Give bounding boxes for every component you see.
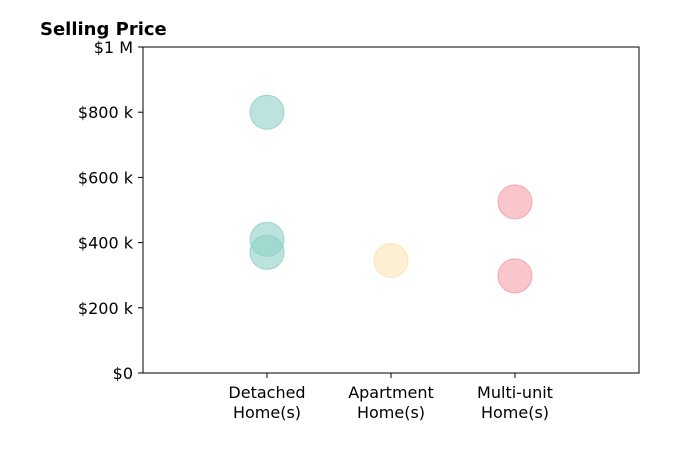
- x-tick-label: Apartment Home(s): [348, 383, 434, 422]
- y-tick-label: $600 k: [78, 168, 134, 187]
- y-tick-label: $400 k: [78, 234, 134, 253]
- data-point: [249, 234, 285, 270]
- x-tick-label: Multi-unit Home(s): [477, 383, 553, 422]
- y-axis: $0 $200 k $400 k $600 k $800 k $1 M: [78, 38, 143, 383]
- data-point: [373, 243, 409, 279]
- y-tick-label: $1 M: [94, 38, 133, 57]
- y-tick-label: $200 k: [78, 299, 134, 318]
- chart-title: Selling Price: [40, 19, 167, 40]
- data-point: [497, 258, 533, 294]
- y-tick-label: $800 k: [78, 103, 134, 122]
- points-layer: [249, 94, 533, 294]
- data-point: [497, 184, 533, 220]
- x-tick-label: Detached Home(s): [228, 383, 305, 422]
- y-tick-label: $0: [113, 364, 133, 383]
- plot-frame: [142, 46, 640, 374]
- x-axis: Detached Home(s) Apartment Home(s) Multi-uni…: [228, 373, 553, 422]
- data-point: [249, 94, 285, 130]
